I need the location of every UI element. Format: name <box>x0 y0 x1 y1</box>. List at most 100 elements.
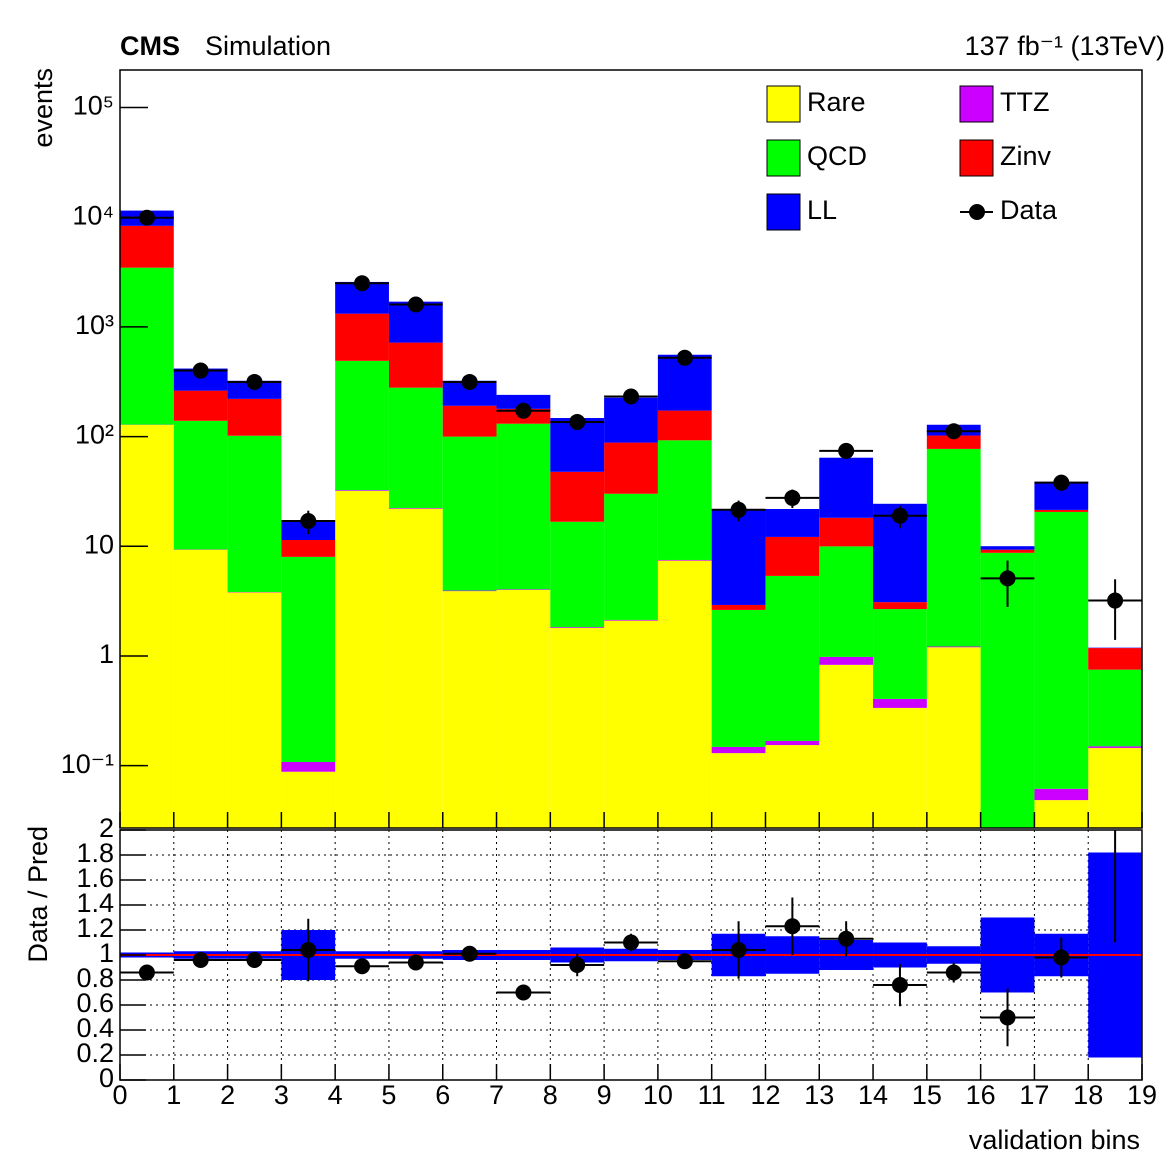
ratio-point <box>891 977 908 993</box>
ratio-point <box>945 964 962 981</box>
y-tick-label: 0.4 <box>76 1013 114 1043</box>
ratio-point <box>623 934 639 951</box>
legend-label: QCD <box>807 141 867 171</box>
ratio-point <box>838 930 855 947</box>
ratio-point <box>192 952 209 968</box>
x-tick-label: 14 <box>858 1080 888 1110</box>
stack-bar <box>335 313 389 361</box>
stack-bar <box>1088 669 1142 747</box>
legend-swatch <box>766 139 801 177</box>
stack-bar <box>711 753 766 828</box>
x-tick-label: 0 <box>112 1080 127 1110</box>
stack-bar <box>550 627 605 828</box>
stack-bar <box>657 559 712 561</box>
stack-bar <box>657 440 712 560</box>
stack-bar <box>388 387 443 509</box>
x-tick-label: 10 <box>643 1080 673 1110</box>
x-tick-label: 13 <box>804 1080 834 1110</box>
stack-bar <box>926 435 981 449</box>
legend-label: Data <box>1000 195 1058 225</box>
x-tick-label: 16 <box>966 1080 996 1110</box>
stack-bar <box>550 521 605 628</box>
stack-bar <box>604 442 658 494</box>
stack-bar <box>873 609 927 699</box>
y-tick-label: 10⁴ <box>72 200 114 230</box>
ratio-point <box>461 945 478 962</box>
data-point <box>676 349 693 366</box>
ratio-point <box>569 957 586 973</box>
stack-bar <box>227 398 282 436</box>
ratio-point <box>300 942 317 958</box>
x-tick-label: 3 <box>274 1080 289 1110</box>
y-tick-label: 10⁻¹ <box>61 749 114 779</box>
legend-label: LL <box>807 195 837 225</box>
stack-bar <box>980 546 1035 550</box>
plot-area <box>120 210 1142 828</box>
y-tick-label: 1.8 <box>76 838 114 868</box>
stack-bar <box>765 536 820 576</box>
data-point <box>1053 474 1070 491</box>
stack-bar <box>550 471 605 522</box>
stack-bar <box>657 560 712 828</box>
stack-bar <box>711 746 766 754</box>
ratio-point <box>246 952 263 968</box>
stack-bar <box>657 410 712 441</box>
legend-swatch <box>959 85 994 123</box>
data-point <box>999 570 1016 587</box>
x-tick-label: 5 <box>381 1080 396 1110</box>
stack-bar <box>1034 788 1089 801</box>
stack-bar <box>873 698 927 708</box>
y-tick-label: 0.6 <box>76 988 114 1018</box>
y-tick-label: 1 <box>99 938 114 968</box>
x-tick-label: 6 <box>435 1080 450 1110</box>
x-tick-label: 19 <box>1127 1080 1157 1110</box>
y-tick-label: 1.4 <box>76 888 114 918</box>
stack-bar <box>496 423 551 590</box>
stack-bar <box>765 509 820 537</box>
x-tick-label: 8 <box>543 1080 558 1110</box>
data-point <box>354 275 371 292</box>
data-point <box>623 388 639 405</box>
x-tick-label: 18 <box>1073 1080 1103 1110</box>
stack-bar <box>173 368 228 391</box>
data-points <box>120 209 1142 640</box>
legend-swatch <box>766 193 801 231</box>
stack-bar <box>604 619 658 621</box>
stack-bar <box>1088 747 1142 828</box>
data-point <box>569 413 586 430</box>
stack-bar <box>120 424 174 828</box>
stack-bar <box>281 539 336 557</box>
x-tick-label: 15 <box>912 1080 942 1110</box>
ratio-point <box>1053 949 1070 966</box>
stack-bar <box>335 360 389 491</box>
x-tick-label: 12 <box>750 1080 780 1110</box>
ratio-point <box>999 1009 1016 1026</box>
stack-bar <box>335 490 389 491</box>
stack-bar <box>120 267 174 425</box>
legend-swatch <box>766 85 801 123</box>
data-point <box>730 501 747 518</box>
data-point <box>300 512 317 529</box>
stack-bar <box>873 707 927 828</box>
stack-bar <box>819 546 874 657</box>
stack-bar <box>550 627 605 628</box>
ratio-point <box>515 984 532 1001</box>
y-tick-label: 0.8 <box>76 963 114 993</box>
stack-bar <box>496 589 551 590</box>
legend-data-marker <box>969 204 985 220</box>
stack-bar <box>173 549 228 828</box>
stack-bar <box>1034 511 1089 789</box>
x-axis-label: validation bins <box>969 1125 1140 1155</box>
stack-bar <box>711 509 766 605</box>
stack-bar <box>604 397 658 443</box>
stack-bar <box>1034 509 1089 512</box>
data-point <box>461 373 478 390</box>
data-point <box>891 507 908 524</box>
x-tick-label: 4 <box>328 1080 343 1110</box>
y-tick-label: 0.2 <box>76 1038 114 1068</box>
legend-label: TTZ <box>1000 87 1049 117</box>
y-tick-label: 1.2 <box>76 913 114 943</box>
stack-bar <box>926 647 981 828</box>
stack-bar <box>765 740 820 746</box>
